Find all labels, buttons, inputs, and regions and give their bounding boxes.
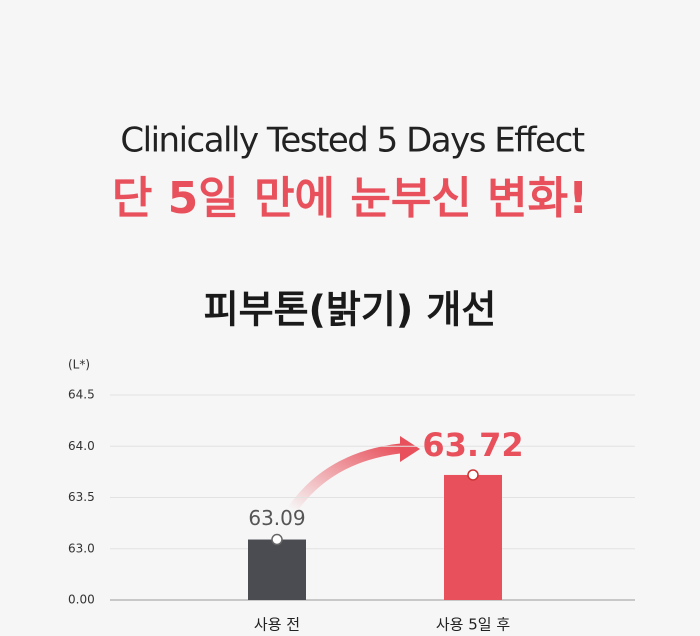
y-tick-label: 0.00 (68, 593, 95, 607)
bar-dot (271, 533, 283, 546)
value-label: 63.72 (422, 426, 523, 464)
chart-title: 피부톤(밝기) 개선 (204, 288, 497, 332)
y-axis-label: (L*) (68, 358, 90, 372)
y-tick-label: 64.5 (68, 388, 95, 402)
value-label: 63.09 (248, 506, 305, 530)
arrow (287, 443, 406, 513)
subtitle: Clinically Tested 5 Days Effect (120, 121, 584, 161)
y-tick-label: 63.0 (68, 541, 95, 555)
bar (444, 474, 502, 600)
y-tick-label: 64.0 (68, 439, 95, 453)
bar-dot (467, 469, 479, 481)
x-tick-label: 사용 전 (254, 616, 300, 634)
y-tick-label: 63.5 (68, 490, 95, 504)
bar (248, 539, 306, 600)
x-tick-label: 사용 5일 후 (436, 616, 510, 634)
arrow-head (400, 436, 420, 462)
title: 단 5일 만에 눈부신 변화! (112, 173, 588, 224)
